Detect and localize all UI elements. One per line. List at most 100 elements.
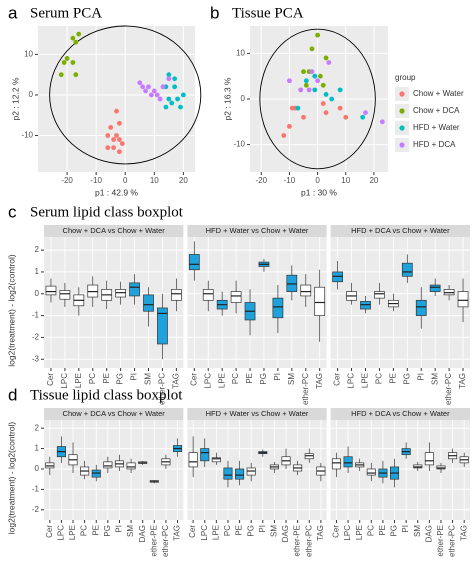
box (59, 290, 71, 300)
point (148, 92, 154, 98)
x-tick-label: -20 (61, 176, 73, 185)
box (200, 448, 210, 462)
facet-strip (330, 225, 470, 237)
x-tick-label: PG (246, 525, 255, 537)
point (70, 60, 76, 65)
facet-strip (44, 225, 184, 237)
x-tick-label: PE (388, 373, 397, 384)
point (111, 137, 116, 142)
x-tick-label: ether-PC (304, 525, 313, 557)
point (137, 80, 143, 86)
facet-title: HFD + Water vs Chow + Water (206, 226, 309, 235)
x-tick-label: 20 (179, 176, 188, 185)
box (401, 262, 413, 277)
x-tick-label: -10 (284, 176, 296, 185)
panel-title: Tissue PCA (232, 5, 304, 21)
box (415, 299, 427, 316)
point (140, 84, 146, 90)
point (64, 56, 70, 61)
box (424, 452, 434, 466)
x-tick-label: TAG (171, 373, 180, 389)
y-tick-label: 1 (35, 267, 40, 276)
x-tick-label: 20 (369, 176, 378, 185)
x-tick-label: TAG (458, 373, 467, 389)
box (331, 458, 342, 470)
y-tick-label: 1 (35, 444, 40, 453)
point (163, 104, 169, 110)
box (171, 289, 182, 301)
point (301, 69, 306, 75)
point (178, 104, 183, 110)
y-tick-label: 0 (35, 289, 40, 298)
legend-label: HFD + DCA (413, 140, 456, 149)
plot-background (187, 237, 327, 368)
x-tick-label: PE (102, 373, 111, 384)
y-tick-label: -1 (32, 484, 40, 493)
box (129, 282, 140, 297)
x-tick-label: LPE (217, 373, 226, 388)
y-tick-label: 0 (35, 464, 40, 473)
facet-strip (187, 408, 327, 420)
point (343, 114, 349, 120)
point (58, 72, 64, 78)
panel-title: Serum PCA (30, 5, 102, 21)
point (105, 145, 111, 151)
y-tick-label: -2 (32, 333, 40, 342)
point (172, 84, 178, 90)
x-tick-label: PE (235, 525, 244, 536)
point (143, 88, 148, 94)
x-tick-label: -20 (255, 176, 267, 185)
x-tick-label: PC (231, 373, 240, 384)
point (309, 46, 315, 52)
point (337, 87, 343, 93)
box (366, 468, 376, 476)
x-tick-label: LPC (60, 373, 69, 389)
x-tick-label: TAG (316, 525, 325, 541)
x-tick-label: PI (258, 525, 267, 533)
confidence-ellipse (49, 25, 202, 165)
x-tick-label: PE (245, 373, 254, 384)
y-tick-label: -3 (32, 354, 40, 363)
x-tick-label: TAG (459, 525, 468, 541)
x-tick-label: Cer (332, 525, 341, 538)
point (379, 119, 385, 125)
point (160, 84, 166, 90)
x-tick-label: LPE (211, 525, 220, 540)
point (151, 88, 157, 94)
box (126, 462, 136, 470)
y-tick-label: 0 (29, 90, 34, 99)
x-axis-label: p1 : 30 % (301, 187, 337, 197)
x-tick-label: LPC (347, 373, 356, 389)
point (281, 133, 287, 138)
x-tick-label: 0 (123, 176, 128, 185)
y-tick-label: -1 (32, 311, 40, 320)
panel-title: Serum lipid class boxplot (30, 204, 184, 220)
x-tick-label: Cer (45, 525, 54, 538)
x-tick-label: Cer (189, 373, 198, 386)
facet-strip (330, 408, 470, 420)
confidence-ellipse (259, 28, 376, 170)
point (329, 96, 335, 102)
x-tick-label: DAG (281, 525, 290, 542)
x-tick-label: DAG (424, 525, 433, 542)
y-axis-label: p2 : 16.3 % (222, 77, 232, 120)
x-tick-label: PE (378, 525, 387, 536)
y-tick-label: 0 (241, 94, 246, 103)
x-tick-label: PG (259, 373, 268, 385)
y-tick-label: -10 (233, 140, 245, 149)
point (175, 96, 180, 102)
x-tick-label: Cer (333, 373, 342, 386)
y-tick-label: -2 (32, 505, 40, 514)
x-tick-label: ether-PE (293, 525, 302, 557)
point (117, 120, 122, 126)
point (363, 110, 368, 116)
box (374, 291, 385, 299)
x-tick-label: ether-PC (158, 373, 167, 405)
box (429, 284, 441, 292)
point (70, 35, 76, 41)
x-tick-label: PI (273, 373, 282, 381)
point (61, 60, 67, 65)
panel-label: d (8, 385, 17, 404)
box (230, 291, 242, 303)
x-tick-label: 10 (341, 176, 350, 185)
